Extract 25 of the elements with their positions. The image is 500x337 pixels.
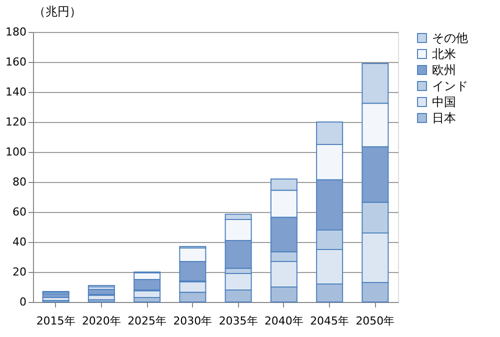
y-tick-label: 140 — [6, 86, 26, 98]
legend-label: 北米 — [432, 47, 456, 61]
y-axis-title: （兆円） — [34, 4, 82, 18]
legend-label: その他 — [432, 31, 468, 45]
x-tick-label: 2025年 — [128, 314, 167, 328]
y-tick-label: 180 — [6, 26, 26, 38]
x-tick-label: 2035年 — [218, 314, 258, 328]
x-tick-label: 2015年 — [36, 314, 76, 328]
x-tick-label: 2045年 — [310, 314, 350, 328]
y-tick-label: 60 — [12, 206, 26, 218]
legend-label: インド — [432, 79, 468, 93]
y-tick-label: 20 — [12, 266, 26, 278]
legend-label: 日本 — [432, 111, 456, 125]
y-tick-label: 160 — [6, 56, 26, 68]
y-tick-label: 0 — [20, 296, 26, 308]
y-tick-label: 40 — [12, 236, 26, 248]
legend-label: 欧州 — [432, 63, 456, 77]
y-tick-label: 100 — [6, 146, 26, 158]
x-tick-label: 2040年 — [264, 314, 304, 328]
legend-label: 中国 — [432, 95, 456, 109]
x-tick-label: 2020年 — [82, 314, 121, 328]
x-tick-label: 2030年 — [173, 314, 212, 328]
y-tick-label: 120 — [6, 116, 26, 128]
x-tick-label: 2050年 — [356, 314, 395, 328]
y-tick-label: 80 — [12, 176, 26, 188]
